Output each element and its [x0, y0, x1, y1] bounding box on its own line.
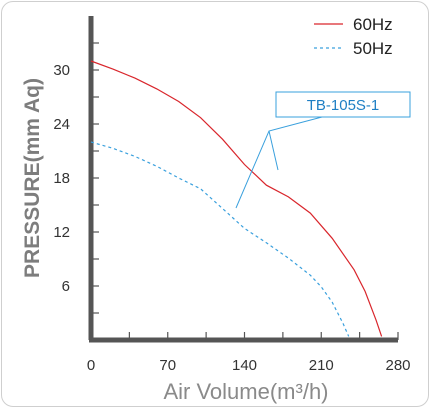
series-lines [90, 60, 383, 337]
annotation-label: TB-105S-1 [307, 97, 380, 114]
series-line-50hz [90, 141, 350, 337]
axis-tick-labels: 0 70 140 210 280 6 12 18 24 30 [53, 62, 410, 374]
axis-ticks [90, 42, 399, 340]
y-tick-label: 18 [53, 170, 70, 187]
x-tick-label: 210 [309, 357, 334, 374]
y-tick-label: 30 [53, 62, 70, 79]
x-axis-label: Air Volume(m³/h) [163, 379, 328, 404]
y-tick-label: 24 [53, 116, 70, 133]
legend-label-50hz: 50Hz [353, 39, 393, 58]
x-tick-label: 140 [232, 357, 257, 374]
x-tick-label: 280 [385, 357, 410, 374]
legend-label-60hz: 60Hz [353, 15, 393, 34]
model-annotation: TB-105S-1 [235, 91, 411, 209]
annotation-box [275, 91, 411, 118]
annotation-leader-line [235, 116, 323, 209]
legend: 60Hz 50Hz [314, 15, 393, 58]
annotation-leader-branch [268, 130, 279, 171]
x-tick-label: 0 [87, 357, 95, 374]
y-axis-label: PRESSURE(mm Aq) [21, 78, 44, 278]
series-line-60hz [90, 60, 383, 337]
y-tick-label: 12 [53, 224, 70, 241]
y-tick-label: 6 [62, 278, 70, 295]
x-tick-label: 70 [159, 357, 176, 374]
